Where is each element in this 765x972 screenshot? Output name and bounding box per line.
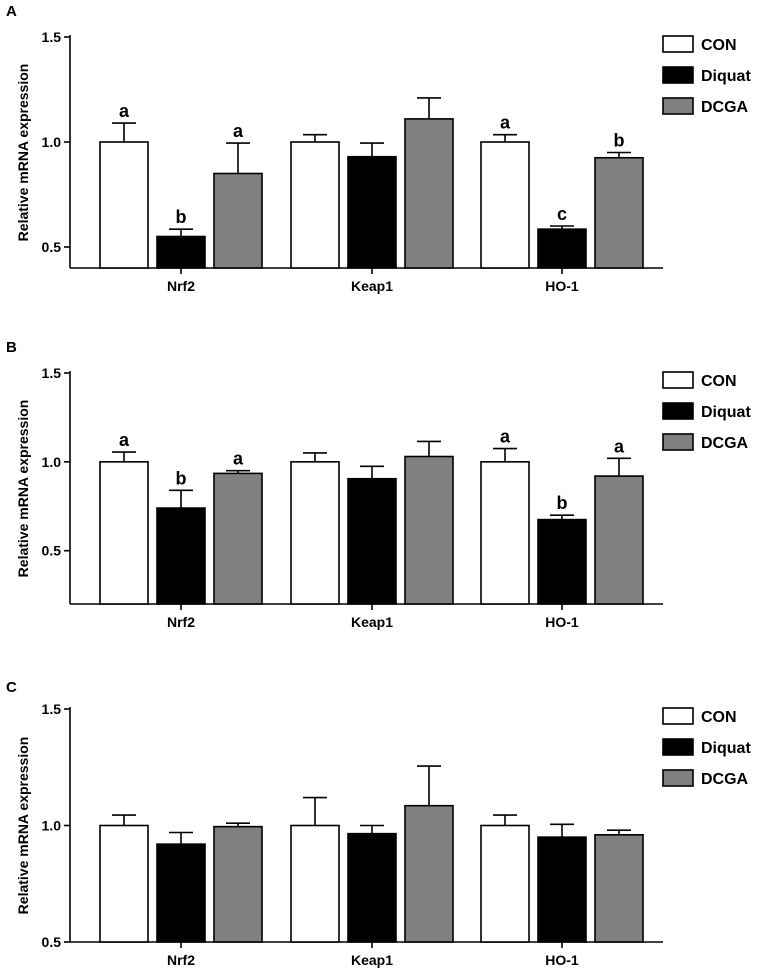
- legend-swatch-con: [662, 35, 694, 53]
- legend-swatch-diquat: [662, 738, 694, 756]
- bar-diquat-ho-1: [537, 518, 587, 605]
- panel-label: A: [6, 3, 17, 20]
- bar-diquat-nrf2: [156, 507, 206, 605]
- significance-letter: a: [233, 121, 244, 141]
- x-tick-label: Nrf2: [167, 614, 195, 630]
- bar-dcga-keap1: [404, 118, 454, 269]
- bar-dcga-keap1: [404, 455, 454, 605]
- bar-diquat-nrf2: [156, 235, 206, 269]
- chart-panel-b: B Relative mRNA expression 0.5 1.0 1.5 Nrf2 Ke…: [0, 336, 765, 656]
- x-tick-label: Nrf2: [167, 278, 195, 294]
- chart-a-svg: A Relative mRNA expression 0.5 1.0 1.5 Nrf2 Ke…: [6, 3, 751, 294]
- legend-swatch-diquat: [662, 402, 694, 420]
- bar-dcga-ho-1: [594, 834, 644, 943]
- legend-swatch-con: [662, 371, 694, 389]
- significance-letter: c: [557, 204, 567, 224]
- chart-panel-c: C Relative mRNA expression 0.5 1.0 1.5 Nrf2 Ke…: [0, 672, 765, 972]
- x-tick-label: Keap1: [351, 952, 393, 968]
- y-tick-label: 1.0: [42, 134, 62, 150]
- y-tick-label: 0.5: [42, 543, 62, 559]
- x-tick-label: Keap1: [351, 614, 393, 630]
- significance-letter: a: [119, 101, 130, 121]
- legend-label-con: CON: [701, 709, 737, 726]
- x-tick-label: Nrf2: [167, 952, 195, 968]
- bar-diquat-nrf2: [156, 843, 206, 943]
- legend-swatch-diquat: [662, 66, 694, 84]
- y-tick-label: 0.5: [42, 239, 62, 255]
- significance-letter: b: [176, 207, 187, 227]
- bar-dcga-nrf2: [213, 825, 263, 943]
- bar-con-ho-1: [480, 141, 530, 269]
- legend-label-dcga: DCGA: [701, 99, 749, 116]
- bar-con-nrf2: [99, 824, 149, 943]
- x-tick-label: HO-1: [545, 278, 579, 294]
- bar-diquat-keap1: [347, 477, 397, 605]
- bar-dcga-ho-1: [594, 156, 644, 269]
- y-tick-label: 1.0: [42, 818, 62, 834]
- bar-con-nrf2: [99, 461, 149, 605]
- legend-label-diquat: Diquat: [701, 740, 751, 757]
- y-tick-label: 1.0: [42, 454, 62, 470]
- bar-con-nrf2: [99, 141, 149, 269]
- legend-label-diquat: Diquat: [701, 404, 751, 421]
- significance-letter: a: [233, 449, 244, 469]
- chart-c-svg: C Relative mRNA expression 0.5 1.0 1.5 Nrf2 Ke…: [6, 679, 751, 968]
- bar-diquat-ho-1: [537, 836, 587, 943]
- legend-swatch-dcga: [662, 97, 694, 115]
- x-tick-label: HO-1: [545, 614, 579, 630]
- bar-dcga-keap1: [404, 804, 454, 943]
- legend-label-dcga: DCGA: [701, 435, 749, 452]
- legend-swatch-dcga: [662, 433, 694, 451]
- bar-dcga-ho-1: [594, 475, 644, 605]
- legend-swatch-con: [662, 707, 694, 725]
- y-axis-label: Relative mRNA expression: [15, 737, 31, 915]
- bar-con-keap1: [290, 461, 340, 605]
- significance-letter: b: [614, 131, 625, 151]
- significance-letter: b: [557, 493, 568, 513]
- legend-swatch-dcga: [662, 769, 694, 787]
- bar-diquat-keap1: [347, 832, 397, 943]
- bar-con-keap1: [290, 824, 340, 943]
- legend-label-diquat: Diquat: [701, 68, 751, 85]
- y-tick-label: 0.5: [42, 934, 62, 950]
- legend-label-dcga: DCGA: [701, 771, 749, 788]
- chart-panel-a: A Relative mRNA expression 0.5 1.0 1.5 Nrf2 Ke…: [0, 0, 765, 320]
- significance-letter: a: [500, 427, 511, 447]
- y-tick-label: 1.5: [42, 365, 62, 381]
- chart-b-svg: B Relative mRNA expression 0.5 1.0 1.5 Nrf2 Ke…: [6, 339, 751, 630]
- x-tick-label: Keap1: [351, 278, 393, 294]
- panel-label: B: [6, 339, 17, 356]
- legend-label-con: CON: [701, 37, 737, 54]
- bar-dcga-nrf2: [213, 172, 263, 269]
- bar-con-keap1: [290, 141, 340, 269]
- significance-letter: a: [119, 430, 130, 450]
- bar-diquat-ho-1: [537, 228, 587, 269]
- significance-letter: a: [614, 436, 625, 456]
- significance-letter: a: [500, 113, 511, 133]
- panel-label: C: [6, 679, 17, 696]
- significance-letter: b: [176, 468, 187, 488]
- legend-label-con: CON: [701, 373, 737, 390]
- y-axis-label: Relative mRNA expression: [15, 400, 31, 578]
- x-tick-label: HO-1: [545, 952, 579, 968]
- y-tick-label: 1.5: [42, 701, 62, 717]
- bar-con-ho-1: [480, 824, 530, 943]
- bar-dcga-nrf2: [213, 472, 263, 605]
- bar-diquat-keap1: [347, 155, 397, 269]
- y-tick-label: 1.5: [42, 29, 62, 45]
- bar-con-ho-1: [480, 461, 530, 605]
- y-axis-label: Relative mRNA expression: [15, 64, 31, 242]
